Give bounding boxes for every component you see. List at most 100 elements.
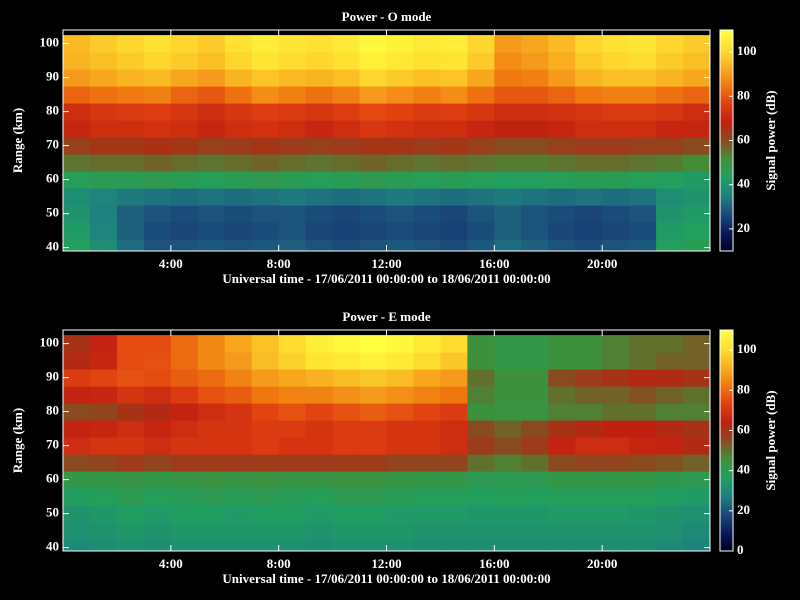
cell — [602, 103, 630, 121]
cell — [251, 420, 280, 438]
cell — [548, 488, 576, 506]
cell — [143, 522, 172, 540]
cell — [89, 222, 118, 240]
cell — [224, 539, 253, 551]
x-tick-label: 16:00 — [479, 556, 509, 571]
cell — [359, 335, 387, 353]
cell — [170, 335, 199, 353]
cell — [440, 239, 468, 251]
cell — [548, 35, 576, 53]
cell — [521, 205, 549, 223]
cell — [197, 386, 226, 404]
cell — [548, 522, 576, 540]
cell — [656, 539, 684, 551]
cell — [440, 522, 468, 540]
cell — [143, 120, 172, 138]
cell — [656, 471, 684, 489]
cell — [224, 505, 253, 523]
cell — [386, 222, 414, 240]
cell — [413, 335, 441, 353]
cell — [224, 222, 253, 240]
cell — [197, 352, 226, 370]
cell — [413, 154, 441, 172]
cell — [548, 420, 576, 438]
cell — [629, 103, 657, 121]
cell — [89, 171, 118, 189]
cell — [278, 239, 307, 251]
cell — [467, 120, 495, 138]
cell — [170, 471, 199, 489]
cell — [89, 205, 118, 223]
cell — [629, 386, 657, 404]
cell — [629, 437, 657, 455]
cell — [386, 539, 414, 551]
cell — [521, 505, 549, 523]
cell — [548, 471, 576, 489]
cell — [359, 471, 387, 489]
cell — [413, 120, 441, 138]
cell — [494, 488, 522, 506]
cell — [116, 103, 145, 121]
cell — [440, 369, 468, 387]
cell — [116, 386, 145, 404]
cell — [305, 69, 334, 87]
cell — [359, 69, 387, 87]
cell — [332, 522, 361, 540]
colorbar-tick-label: 60 — [737, 131, 750, 146]
cell — [683, 420, 710, 438]
cell — [89, 539, 118, 551]
cell — [548, 539, 576, 551]
cell — [89, 69, 118, 87]
cell — [494, 386, 522, 404]
cell — [305, 505, 334, 523]
cell — [278, 222, 307, 240]
cell — [629, 120, 657, 138]
cells — [63, 35, 710, 251]
cell — [575, 205, 603, 223]
x-axis-label: Universal time - 17/06/2011 00:00:00 to … — [222, 271, 550, 286]
cell — [602, 539, 630, 551]
cell — [143, 386, 172, 404]
cell — [575, 137, 603, 155]
cell — [251, 154, 280, 172]
cell — [656, 103, 684, 121]
cell — [170, 137, 199, 155]
cell — [494, 437, 522, 455]
cell — [656, 35, 684, 53]
cell — [683, 369, 710, 387]
cell — [467, 471, 495, 489]
cell — [278, 86, 307, 104]
cell — [656, 86, 684, 104]
cell — [683, 171, 710, 189]
cell — [359, 403, 387, 421]
cell — [440, 120, 468, 138]
cell — [143, 420, 172, 438]
cell — [278, 522, 307, 540]
cell — [305, 35, 334, 53]
cell — [116, 154, 145, 172]
cell — [332, 437, 361, 455]
cell — [251, 69, 280, 87]
cell — [251, 505, 280, 523]
cell — [467, 437, 495, 455]
cell — [656, 386, 684, 404]
cell — [683, 86, 710, 104]
cell — [305, 154, 334, 172]
cell — [629, 35, 657, 53]
cell — [656, 454, 684, 472]
cell — [386, 239, 414, 251]
cell — [683, 386, 710, 404]
cell — [143, 454, 172, 472]
cell — [413, 437, 441, 455]
cell — [332, 488, 361, 506]
cell — [440, 352, 468, 370]
cell — [224, 52, 253, 70]
cell — [143, 154, 172, 172]
cell — [89, 437, 118, 455]
cell — [251, 488, 280, 506]
cell — [602, 239, 630, 251]
cell — [656, 171, 684, 189]
cell — [170, 386, 199, 404]
cell — [332, 120, 361, 138]
